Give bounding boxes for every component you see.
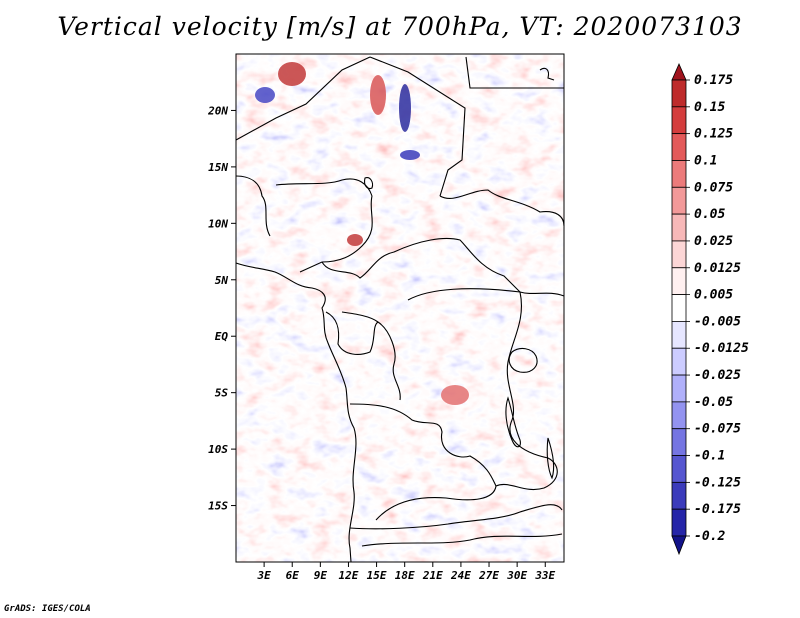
x-tick-label: 18E [395,569,415,582]
colorbar-segment [671,267,687,295]
colorbar-label: -0.2 [694,529,725,544]
y-tick-label: 10S [208,443,228,456]
lake-malawi [546,437,555,480]
colorbar-segment [671,455,687,483]
border-southern [361,533,563,547]
lake-chad [364,177,374,190]
y-tick-label: 10N [208,217,228,230]
colorbar-segment [671,374,687,403]
x-tick-label: 24E [450,569,471,582]
border-namibia-zambia [349,504,563,530]
y-tick-label: 5S [215,387,229,400]
x-tick-label: 15E [367,569,387,582]
lake-tanganyika [505,396,521,448]
colorbar-segment [671,160,687,188]
colorbar-segment [671,213,687,242]
x-tick-label: 3E [256,569,271,582]
border-algeria-niger [235,56,371,141]
x-tick-label: 12E [339,569,359,582]
colorbar-segment [671,347,687,376]
colorbar-segment [671,294,687,322]
y-tick-label: 5N [215,274,229,287]
updraft-cluster [347,234,363,246]
colorbar-label: -0.125 [694,475,741,490]
border-gabon [325,311,379,355]
colorbar-upper-arrow [671,63,687,81]
downdraft-cluster [399,84,411,132]
border-sudan-south [519,291,565,297]
x-tick-label: 33E [534,569,555,582]
border-libya-sudan [465,56,564,89]
map-frame [235,53,565,563]
updraft-cluster [441,385,469,405]
colorbar-label: -0.0125 [694,341,749,356]
y-tick-label: 15S [208,500,228,513]
x-tick-label: 6E [286,569,300,582]
border-mali-niger [235,175,271,237]
colorbar-segment [671,428,687,456]
x-tick-label: 27E [478,569,499,582]
colorbar-segment [671,240,687,269]
colorbar-label: -0.05 [694,395,733,410]
border-niger-chad [369,56,466,197]
y-tick-label: 20N [207,104,228,117]
border-congo [341,311,401,401]
colorbar-lower-arrow [671,535,687,556]
colorbar-label: 0.175 [694,73,733,88]
colorbar-segment [671,401,687,430]
colorbar-segment [671,106,687,135]
colorbar: 0.175 0.15 0.125 0.1 0.075 0.05 0.025 0.0125 0.0… [671,63,749,556]
colorbar-label: -0.025 [694,368,741,383]
colorbar-label: -0.075 [694,422,741,437]
y-tick-label: 15N [208,161,228,174]
page-title: Vertical velocity [m/s] at 700hPa, VT: 2… [57,12,743,41]
colorbar-label: 0.125 [694,127,733,142]
updraft-cluster [370,75,386,115]
colorbar-segment [671,481,687,510]
x-axis: 3E 6E 9E 12E 15E 18E 21E 24E 27E 30E 33E [256,562,556,582]
colorbar-label: 0.05 [694,207,725,222]
border-angola [349,403,497,521]
red-sea-coast [539,67,555,81]
credit-label: GrADS: IGES/COLA [4,604,91,614]
colorbar-segment [671,321,687,349]
colorbar-segment [671,186,687,215]
x-tick-label: 30E [506,569,527,582]
colorbar-label: 0.15 [694,100,725,115]
downdraft-cluster [400,150,420,160]
vertical-velocity-field [236,54,564,562]
strong-features [255,62,469,405]
x-tick-label: 9E [314,569,328,582]
border-nigeria-cameroon [299,195,373,273]
colorbar-label: -0.175 [694,502,741,517]
country-borders [235,56,565,563]
colorbar-label: 0.005 [694,288,733,303]
colorbar-label: -0.005 [694,314,741,329]
y-tick-label: EQ [215,330,229,343]
colorbar-segment [671,508,687,537]
colorbar-label: 0.075 [694,180,733,195]
colorbar-segment [671,133,687,161]
x-tick-label: 21E [422,569,443,582]
colorbar-label: 0.025 [694,234,733,249]
downdraft-cluster [255,87,275,103]
coastline-west-africa [235,262,357,563]
lake-victoria [508,347,538,373]
border-cameroon-car [321,237,521,293]
y-axis: 20N 15N 10N 5N EQ 5S 10S 15S [207,104,236,513]
colorbar-label: 0.1 [694,153,717,168]
updraft-cluster [278,62,306,86]
colorbar-label: 0.0125 [694,261,741,276]
colorbar-label: -0.1 [694,449,725,464]
colorbar-segment [671,79,687,108]
border-chad-sudan [439,189,565,227]
